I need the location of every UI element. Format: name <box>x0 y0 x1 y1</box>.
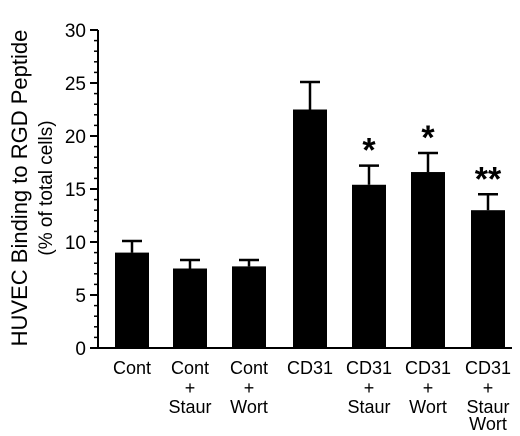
y-tick-label: 30 <box>65 21 86 42</box>
category-label: Wort <box>469 414 507 434</box>
category-label: Staur <box>347 397 390 417</box>
bar <box>411 172 445 348</box>
category-label: + <box>244 378 255 398</box>
y-tick-label: 10 <box>65 233 86 254</box>
axes: 0 5 10 15 20 25 30 <box>65 21 512 360</box>
bar <box>352 184 386 348</box>
category-label: Cont <box>113 358 151 378</box>
y-axis-sublabel: (% of total cells) <box>36 120 57 255</box>
category-label: CD31 <box>465 358 511 378</box>
category-label: + <box>185 378 196 398</box>
y-tick-label: 0 <box>75 339 86 360</box>
category-label: + <box>483 378 494 398</box>
category-label: Staur <box>466 397 509 417</box>
significance-marker: * <box>421 119 435 157</box>
y-tick-label: 15 <box>65 180 86 201</box>
category-label: + <box>364 378 375 398</box>
significance-marker: ** <box>475 160 502 198</box>
bar <box>173 268 207 348</box>
significance-marker: * <box>362 132 376 170</box>
y-tick-label: 25 <box>65 74 86 95</box>
category-label: Staur <box>168 397 211 417</box>
bar <box>293 109 327 348</box>
bar <box>471 210 505 348</box>
y-axis-label-group: HUVEC Binding to RGD Peptide (% of total… <box>7 30 57 347</box>
category-label: Cont <box>230 358 268 378</box>
category-label: CD31 <box>405 358 451 378</box>
category-label: Wort <box>409 397 447 417</box>
category-label: Cont <box>171 358 209 378</box>
category-label: CD31 <box>346 358 392 378</box>
category-label: Wort <box>230 397 268 417</box>
bar <box>232 266 266 348</box>
y-tick-label: 20 <box>65 127 86 148</box>
bar <box>115 252 149 348</box>
y-axis-label: HUVEC Binding to RGD Peptide <box>7 30 32 347</box>
category-label: CD31 <box>287 358 333 378</box>
bars: * *** <box>115 80 505 348</box>
y-tick-label: 5 <box>75 286 86 307</box>
category-label: + <box>423 378 434 398</box>
